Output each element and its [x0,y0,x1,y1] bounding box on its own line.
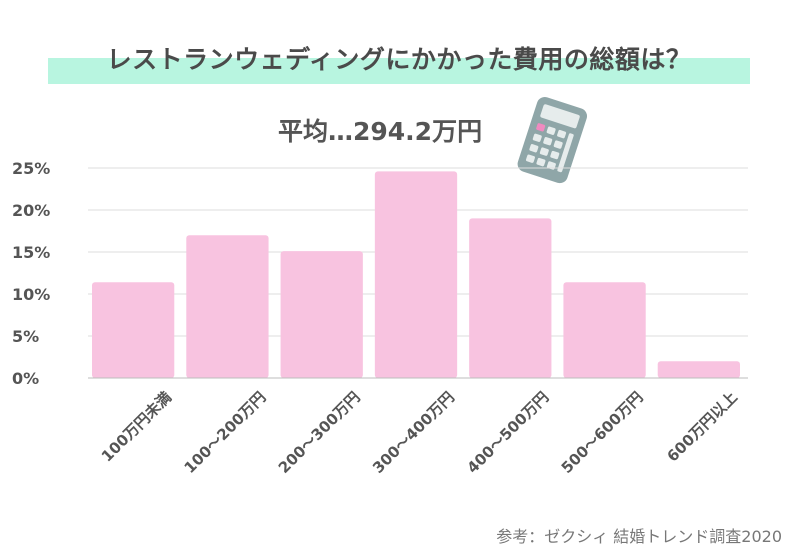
y-tick-label: 0% [12,369,39,388]
x-tick-label: 600万円以上 [664,388,741,465]
x-tick-label: 400～500万円 [463,388,552,477]
y-tick-label: 15% [12,243,50,262]
bar [563,282,646,378]
bar [280,251,363,378]
x-tick-label: 300～400万円 [369,388,458,477]
calculator-icon [512,96,592,190]
y-tick-label: 20% [12,201,50,220]
source-note: 参考：ゼクシィ 結婚トレンド調査2020 [496,527,782,546]
y-tick-label: 25% [12,159,50,178]
y-tick-label: 10% [12,285,50,304]
bar [92,282,175,378]
y-tick-label: 5% [12,327,39,346]
title-highlight-band [48,58,750,84]
bar [186,235,269,378]
bar [469,218,552,378]
chart-title: レストランウェディングにかかった費用の総額は？ [106,45,692,74]
average-label: 平均…294.2万円 [278,117,483,146]
x-tick-label: 100万円未満 [98,388,175,465]
bar [657,361,740,378]
chart-title-block: レストランウェディングにかかった費用の総額は？ [48,45,750,84]
bar [374,171,458,378]
x-tick-label: 100～200万円 [181,388,270,477]
x-tick-label: 500～600万円 [558,388,647,477]
x-tick-label: 200～300万円 [275,388,364,477]
